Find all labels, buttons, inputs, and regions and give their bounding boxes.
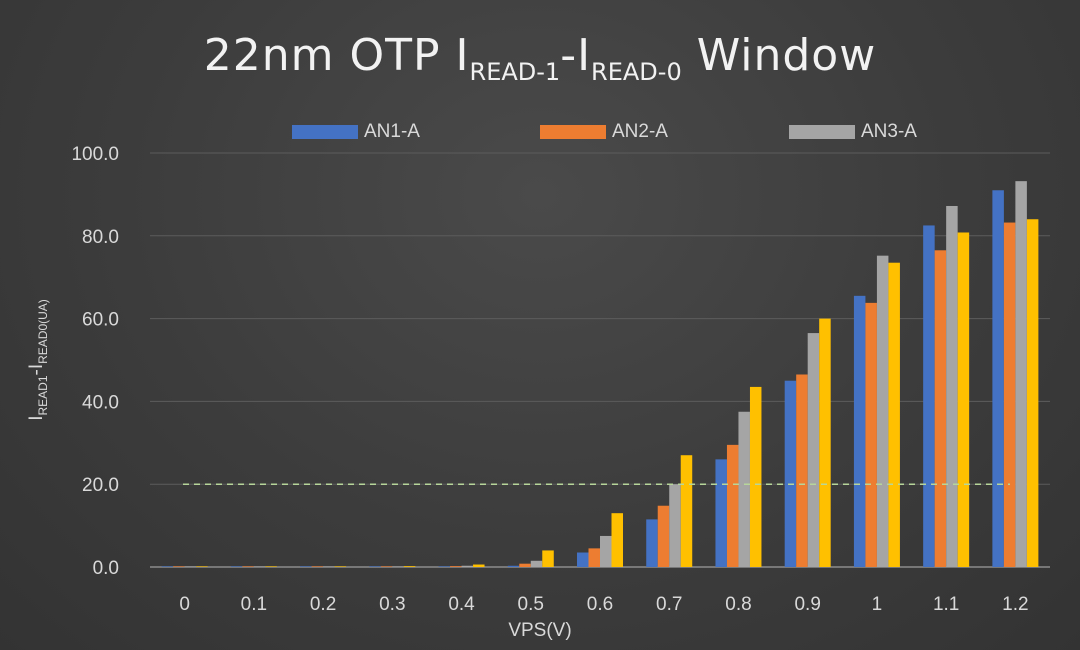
bar: [923, 225, 935, 567]
bar: [438, 566, 451, 567]
bar: [784, 380, 797, 567]
legend-swatch-an3: [789, 125, 855, 139]
bar: [311, 566, 324, 567]
x-tick-label: 1.2: [1002, 594, 1028, 615]
bar: [726, 444, 739, 567]
x-tick-label: 0: [179, 594, 190, 615]
y-tick-label: 100.0: [71, 144, 119, 165]
title-part3: Window: [681, 30, 877, 81]
x-tick-label: 0.4: [448, 594, 475, 615]
bar: [392, 566, 404, 567]
x-tick-label: 0.9: [794, 594, 820, 615]
x-tick-label: 0.7: [656, 594, 682, 615]
bar: [265, 566, 277, 567]
bar: [992, 190, 1004, 567]
bar: [1026, 219, 1039, 568]
legend-item-an2: AN2-A: [540, 121, 668, 143]
bar: [161, 566, 174, 567]
legend-label-an3: AN3-A: [861, 121, 917, 142]
bar: [946, 205, 958, 567]
bar: [853, 295, 866, 567]
bar: [819, 318, 831, 567]
bar: [1015, 181, 1027, 568]
title-part1: 22nm OTP I: [203, 30, 470, 81]
x-tick-label: 0.6: [587, 594, 613, 615]
bar: [715, 459, 727, 567]
legend-label-an1: AN1-A: [364, 121, 420, 142]
title-sub2: READ-0: [591, 58, 682, 86]
title-part2: -I: [560, 30, 592, 81]
bar: [542, 550, 554, 567]
bar: [646, 519, 658, 567]
bar: [657, 505, 670, 567]
bar: [253, 566, 266, 567]
bar: [807, 333, 820, 567]
bar: [196, 566, 208, 567]
legend-swatch-an2: [540, 125, 606, 139]
bar: [888, 262, 900, 567]
bar: [796, 374, 808, 567]
bar: [323, 566, 335, 567]
legend-swatch-an1: [292, 125, 358, 139]
bar: [865, 302, 877, 567]
bar: [173, 566, 185, 567]
bar: [876, 255, 889, 567]
legend-item-an3: AN3-A: [789, 121, 917, 143]
bar: [680, 455, 693, 567]
bar: [1003, 222, 1016, 567]
bar: [588, 548, 600, 567]
y-tick-label: 40.0: [82, 392, 119, 413]
bar: [669, 484, 681, 567]
x-axis-label: VPS(V): [508, 620, 572, 641]
x-tick-label: 1.1: [933, 594, 959, 615]
bar: [334, 566, 347, 567]
x-tick-label: 0.1: [241, 594, 267, 615]
bar: [519, 563, 531, 567]
bar: [934, 250, 947, 568]
x-tick-label: 0.3: [379, 594, 405, 615]
y-tick-label: 80.0: [82, 227, 119, 248]
bar: [450, 566, 462, 567]
bar: [300, 566, 312, 567]
legend: AN1-A AN2-A AN3-A: [0, 121, 1080, 147]
x-tick-label: 0.8: [725, 594, 751, 615]
bar: [461, 565, 474, 567]
y-tick-label: 0.0: [93, 558, 119, 579]
bar: [184, 566, 197, 567]
title-sub1: READ-1: [469, 58, 561, 86]
bar: [577, 552, 589, 567]
x-tick-label: 1: [872, 594, 883, 615]
x-tick-label: 0.5: [518, 594, 544, 615]
bar: [530, 560, 543, 567]
y-tick-label: 60.0: [82, 310, 119, 331]
legend-label-an2: AN2-A: [612, 121, 668, 142]
bar: [230, 566, 243, 567]
x-tick-label: 0.2: [310, 594, 336, 615]
bar: [738, 411, 750, 567]
bar: [242, 566, 254, 567]
chart-title: 22nm OTP IREAD-1-IREAD-0 Window: [0, 30, 1080, 86]
bar: [957, 232, 970, 567]
bar: [380, 566, 393, 567]
legend-item-an1: AN1-A: [292, 121, 420, 143]
bar: [749, 386, 762, 567]
bar: [369, 566, 381, 567]
bar: [611, 513, 623, 567]
y-tick-label: 20.0: [82, 475, 119, 496]
bar: [403, 566, 416, 567]
bar: [507, 565, 520, 567]
bar: [600, 535, 612, 567]
bar: [473, 564, 485, 567]
